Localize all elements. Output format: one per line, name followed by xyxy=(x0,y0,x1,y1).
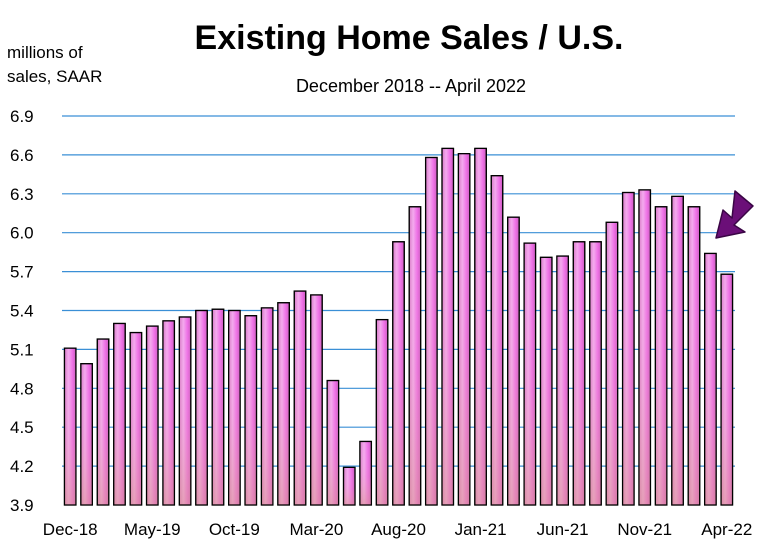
y-tick-label: 3.9 xyxy=(10,496,34,515)
bar-shade-Dec-18 xyxy=(63,347,77,506)
bar-shade-May-19 xyxy=(145,325,159,506)
bar-shade-Aug-19 xyxy=(195,309,208,506)
x-tick-label: Apr-22 xyxy=(701,520,752,539)
y-tick-label: 4.8 xyxy=(10,379,34,398)
bar-shade-May-20 xyxy=(342,466,356,506)
bar-shade-Nov-19 xyxy=(244,315,258,506)
bar-shade-Apr-21 xyxy=(523,242,537,506)
x-tick-label: Mar-20 xyxy=(289,520,343,539)
bar-shade-Nov-21 xyxy=(638,189,652,506)
y-axis-ticks: 3.9 4.2 4.5 4.8 5.1 5.4 5.7 6.0 6.3 6.6 6.9 xyxy=(10,107,34,515)
y-tick-label: 6.0 xyxy=(10,224,34,243)
y-tick-label: 5.7 xyxy=(10,263,34,282)
bar-shade-Dec-20 xyxy=(457,153,471,506)
bar-shade-Aug-20 xyxy=(392,241,405,506)
bar-shade-Oct-19 xyxy=(228,309,241,506)
chart-subtitle: December 2018 -- April 2022 xyxy=(296,76,526,96)
bar-shade-Feb-20 xyxy=(293,290,307,506)
bar-shade-Dec-19 xyxy=(260,307,274,506)
chart-title: Existing Home Sales / U.S. xyxy=(195,19,624,57)
y-tick-label: 6.3 xyxy=(10,185,34,204)
bar-shade-Jan-22 xyxy=(671,195,684,506)
bars xyxy=(63,147,734,506)
bar-shade-Jan-21 xyxy=(474,147,487,506)
bar-shade-Jul-20 xyxy=(375,318,389,506)
y-tick-label: 5.4 xyxy=(10,302,34,321)
y-tick-label: 6.6 xyxy=(10,146,34,165)
x-tick-label: Dec-18 xyxy=(43,520,98,539)
bar-shade-Nov-20 xyxy=(441,147,455,506)
x-tick-label: May-19 xyxy=(124,520,181,539)
y-tick-label: 4.2 xyxy=(10,457,34,476)
bar-shade-Oct-20 xyxy=(424,156,438,506)
x-tick-label: Nov-21 xyxy=(617,520,672,539)
bar-shade-Apr-20 xyxy=(326,379,340,506)
down-arrow-icon xyxy=(715,190,754,239)
bar-shade-Mar-20 xyxy=(310,294,323,506)
y-axis-label-line-2: sales, SAAR xyxy=(7,67,102,86)
bar-shade-Feb-22 xyxy=(687,206,701,506)
bar-shade-Apr-19 xyxy=(129,331,143,506)
x-tick-label: Jun-21 xyxy=(537,520,589,539)
bar-shade-Sep-19 xyxy=(211,308,225,506)
bar-shade-Jan-20 xyxy=(277,302,290,506)
bar-shade-Mar-22 xyxy=(704,252,717,506)
bar-shade-Jun-19 xyxy=(162,320,176,506)
bar-shade-Jun-20 xyxy=(359,440,373,506)
bar-shade-Jan-19 xyxy=(80,363,93,506)
y-tick-label: 4.5 xyxy=(10,418,34,437)
y-axis-label-line-1: millions of xyxy=(7,43,83,62)
bar-shade-Mar-21 xyxy=(507,216,520,506)
bar-shade-Feb-19 xyxy=(96,338,110,506)
bar-shade-Feb-21 xyxy=(490,175,504,506)
x-tick-label: Oct-19 xyxy=(209,520,260,539)
bar-shade-Aug-21 xyxy=(589,241,602,506)
bar-shade-Jun-21 xyxy=(556,255,569,506)
bar-shade-Sep-20 xyxy=(408,206,422,506)
bar-shade-Oct-21 xyxy=(621,191,635,506)
x-tick-label: Jan-21 xyxy=(455,520,507,539)
bar-shade-Dec-21 xyxy=(654,206,668,506)
bar-shade-Sep-21 xyxy=(605,221,619,506)
bar-shade-Jul-21 xyxy=(572,241,586,506)
x-axis-ticks: Dec-18 May-19 Oct-19 Mar-20 Aug-20 Jan-21 Jun-… xyxy=(43,520,753,539)
bar-shade-Apr-22 xyxy=(720,273,734,506)
x-tick-label: Aug-20 xyxy=(371,520,426,539)
bar-shade-Jul-19 xyxy=(178,316,192,506)
y-tick-label: 6.9 xyxy=(10,107,34,126)
y-tick-label: 5.1 xyxy=(10,340,34,359)
bar-shade-Mar-19 xyxy=(113,322,126,506)
bar-shade-May-21 xyxy=(539,256,553,506)
